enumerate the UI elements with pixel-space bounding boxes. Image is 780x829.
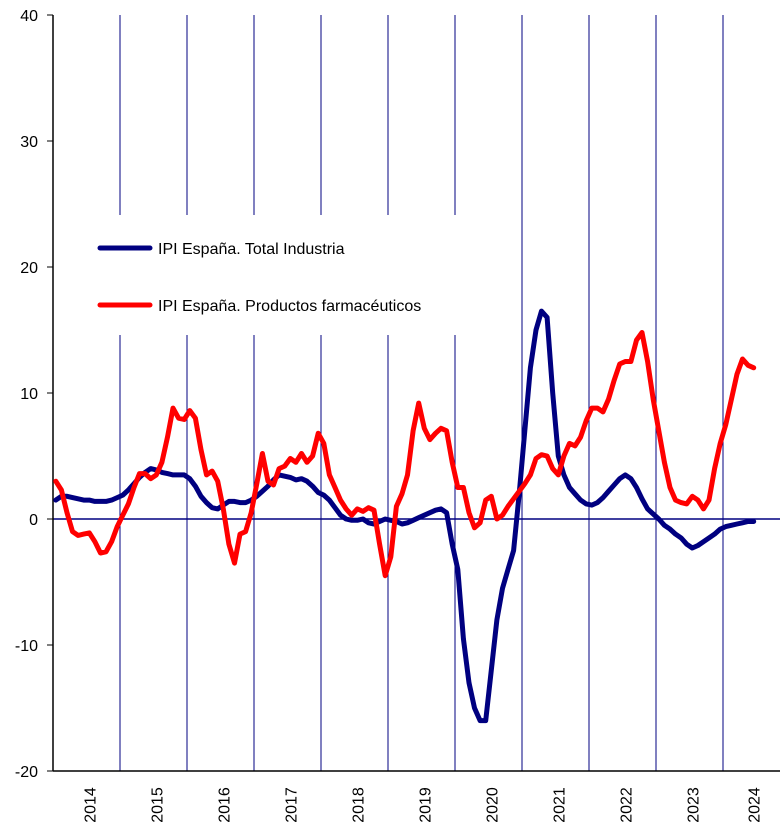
x-tick-label: 2022 bbox=[618, 787, 635, 823]
y-tick-label: 10 bbox=[20, 386, 38, 403]
legend-background bbox=[85, 215, 500, 335]
x-tick-label: 2016 bbox=[216, 787, 233, 823]
y-tick-label: -20 bbox=[15, 764, 38, 781]
x-tick-label: 2017 bbox=[283, 787, 300, 823]
legend-label: IPI España. Total Industria bbox=[158, 241, 345, 258]
legend-label: IPI España. Productos farmacéuticos bbox=[158, 298, 421, 315]
y-tick-label: 0 bbox=[29, 512, 38, 529]
y-tick-label: -10 bbox=[15, 638, 38, 655]
x-tick-label: 2018 bbox=[350, 787, 367, 823]
x-tick-label: 2019 bbox=[417, 787, 434, 823]
series-line bbox=[53, 308, 757, 724]
y-tick-label: 40 bbox=[20, 8, 38, 25]
x-tick-label: 2024 bbox=[747, 787, 764, 823]
y-tick-label: 30 bbox=[20, 134, 38, 151]
series-line bbox=[53, 330, 757, 579]
x-tick-label: 2015 bbox=[149, 787, 166, 823]
x-tick-label: 2023 bbox=[685, 787, 702, 823]
y-tick-label: 20 bbox=[20, 260, 38, 277]
x-tick-label: 2021 bbox=[551, 787, 568, 823]
x-tick-label: 2014 bbox=[82, 787, 99, 823]
x-tick-label: 2020 bbox=[484, 787, 501, 823]
